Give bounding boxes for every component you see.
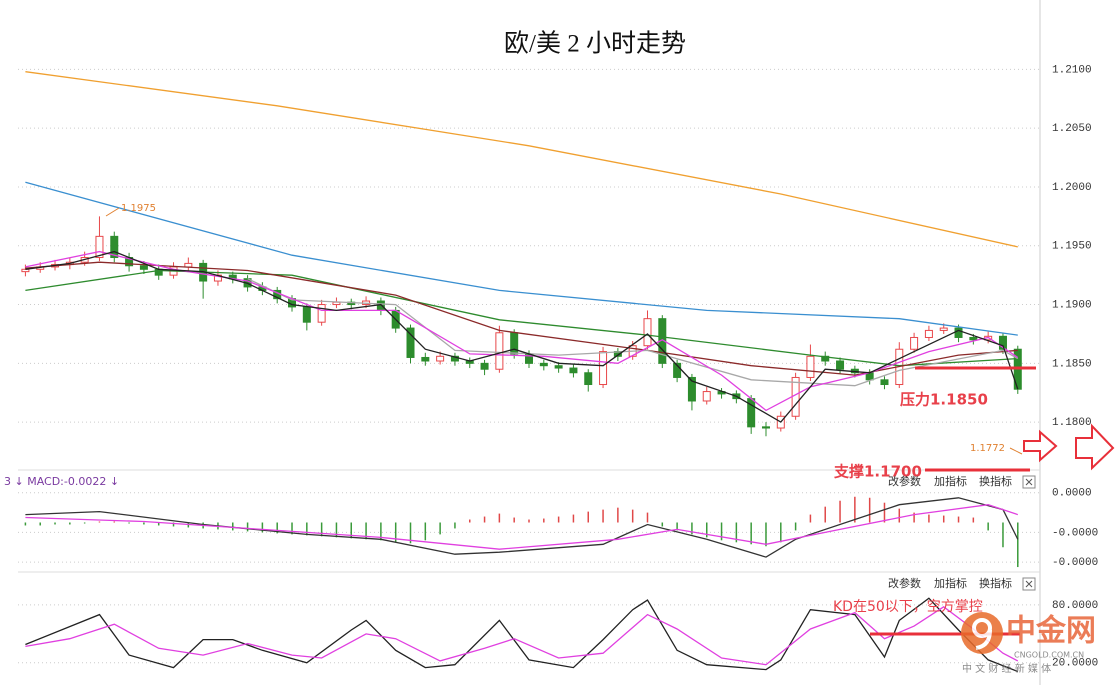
watermark: 中金网 CNGOLD.COM.CN 中 文 财 经 新 媒 体 [961,612,1096,675]
y-tick-label: 1.2000 [1052,182,1092,194]
line-series [25,250,1019,423]
close-button[interactable] [1022,577,1036,591]
candle-body [21,268,30,273]
logo [961,612,1003,654]
candle-body [599,351,608,386]
line-series [25,497,1019,558]
candle-body [421,356,430,362]
annotation: 1.1975 [121,203,156,214]
candle-body [95,235,104,259]
button[interactable]: 加指标 [934,576,967,590]
line-series [25,504,1019,550]
candle-body [687,376,696,402]
y-tick-label: 1.1950 [1052,241,1092,253]
candle-body [791,376,800,417]
candle-body [436,355,445,362]
y-tick-label: 1.2050 [1052,123,1092,135]
annotation: 支撑1.1700 [833,463,922,481]
logo [975,629,992,650]
candle-body [969,336,978,341]
candle-body [806,355,815,378]
candle-body [317,304,326,323]
candle-body [939,327,948,331]
line-series [25,269,1018,367]
watermark-name: 中金网 [1006,614,1096,649]
button[interactable]: 加指标 [934,474,967,488]
chart-title: 欧/美 2 小时走势 [504,30,686,58]
candle-body [584,372,593,386]
annotation-arrow [1009,447,1023,455]
candle-body [406,327,415,358]
button[interactable]: 改参数 [888,474,921,488]
candle-body [702,391,711,402]
line-series [25,71,1018,248]
line-series [25,181,1018,336]
y-tick-label: 1.1850 [1052,358,1092,370]
candle-body [880,379,889,386]
annotation: 压力1.1850 [900,391,988,409]
indicator-header: 3 ↓ MACD:-0.0022 ↓ [4,475,119,488]
arrow-icon [1075,423,1115,471]
y-tick-label: 1.1800 [1052,417,1092,429]
annotation-arrow [105,207,120,217]
y-tick-label: 80.0000 [1052,600,1098,612]
line-series [25,261,1018,376]
candle-body [480,362,489,370]
candle-body [761,426,770,429]
button[interactable]: 换指标 [979,576,1012,590]
annotation: 1.1772 [970,443,1005,454]
candle-body [139,265,148,270]
watermark-site: CNGOLD.COM.CN [1014,651,1084,660]
logo [972,618,992,638]
candle-body [836,360,845,370]
button[interactable]: 换指标 [979,474,1012,488]
y-tick-label: 0.0000 [1052,488,1092,500]
arrow-icon [1023,429,1058,463]
candle-body [495,332,504,370]
y-tick-label: -0.0000 [1052,527,1098,539]
close-button[interactable] [1022,475,1036,489]
y-tick-label: 20.0000 [1052,658,1098,670]
candle-body [554,365,563,369]
line-series [25,606,1019,666]
candle-body [110,235,119,259]
candle-body [954,327,963,338]
candle-body [924,329,933,338]
candle-body [910,336,919,350]
line-series [247,278,1019,387]
candle-body [302,306,311,323]
watermark-tagline: 中 文 财 经 新 媒 体 [962,662,1051,675]
candle-body [643,318,652,347]
candle-body [539,362,548,367]
candle-body [569,367,578,374]
button[interactable]: 改参数 [888,576,921,590]
y-tick-label: 1.2100 [1052,64,1092,76]
candle-body [510,332,519,355]
y-tick-label: 1.1900 [1052,299,1092,311]
line-series [25,597,1019,673]
annotation: KD在50以下，空方掌控 [833,599,983,615]
candle-body [998,335,1007,350]
candle-body [673,362,682,378]
candle-body [376,300,385,311]
y-tick-label: -0.0000 [1052,557,1098,569]
